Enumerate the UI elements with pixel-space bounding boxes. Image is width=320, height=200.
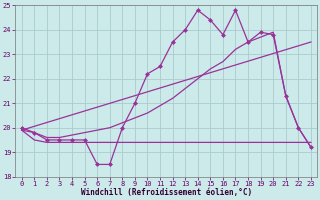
X-axis label: Windchill (Refroidissement éolien,°C): Windchill (Refroidissement éolien,°C) — [81, 188, 252, 197]
